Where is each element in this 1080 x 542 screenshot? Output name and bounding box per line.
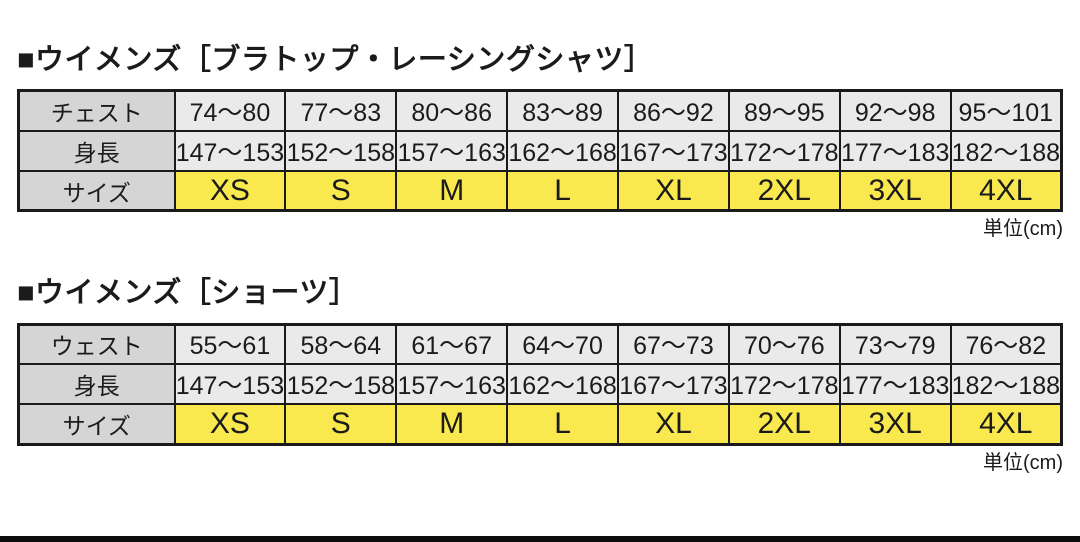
table-cell: 172～178 [727,363,841,406]
table-cell: 157～163 [395,129,509,172]
table-cell: 64～70 [506,323,619,366]
table-cell: 76～82 [949,323,1063,366]
table-cell: 152～158 [284,129,398,172]
section-title: ■ウイメンズ［ブラトップ・レーシングシャツ］ [17,44,654,76]
table-cell: 86～92 [617,89,730,132]
table-cell: 55～61 [173,323,287,366]
table-cell-size: 2XL [727,169,841,212]
table-row-waist: ウェスト 55～61 58～64 61～67 64～70 67～73 70～76… [17,323,1063,366]
size-table-shorts: ウェスト 55～61 58～64 61～67 64～70 67～73 70～76… [17,322,1063,446]
row-header-cell: ウェスト [17,323,176,366]
table-cell-size: S [284,169,398,212]
table-cell: 92～98 [838,89,952,132]
table-row-height: 身長 147～153 152～158 157～163 162～168 167～1… [17,129,1063,172]
table-cell: 177～183 [838,129,952,172]
unit-label: 単位(cm) [983,451,1063,474]
table-cell: 67～73 [617,323,730,366]
table-cell: 89～95 [727,89,841,132]
table-cell: 177～183 [838,363,952,406]
table-cell-size: XS [173,403,287,446]
table-cell: 80～86 [395,89,509,132]
table-cell-size: 3XL [838,403,952,446]
row-header-cell: サイズ [17,169,176,212]
table-cell: 70～76 [727,323,841,366]
table-cell: 167～173 [617,363,730,406]
table-cell: 83～89 [506,89,619,132]
table-cell: 182～188 [949,363,1063,406]
table-row-size: サイズ XS S M L XL 2XL 3XL 4XL [17,403,1063,446]
table-cell-size: L [506,403,619,446]
section-bratop-racing-shirts: ■ウイメンズ［ブラトップ・レーシングシャツ］ チェスト 74～80 77～83 … [17,44,1063,241]
table-cell: 167～173 [617,129,730,172]
section-title: ■ウイメンズ［ショーツ］ [17,277,359,310]
table-cell: 182～188 [949,129,1063,172]
table-cell: 157～163 [395,363,509,406]
table-cell: 162～168 [506,129,619,172]
table-cell-size: XS [173,169,287,212]
row-header-cell: チェスト [17,89,176,132]
unit-label: 単位(cm) [983,218,1063,241]
size-chart-page: ■ウイメンズ［ブラトップ・レーシングシャツ］ チェスト 74～80 77～83 … [17,44,1063,474]
table-cell: 172～178 [727,129,841,172]
section-shorts: ■ウイメンズ［ショーツ］ ウェスト 55～61 58～64 61～67 64～7… [17,277,1063,474]
table-cell-size: L [506,169,619,212]
size-table-bratop: チェスト 74～80 77～83 80～86 83～89 86～92 89～95… [17,89,1063,213]
table-cell-size: 4XL [949,403,1063,446]
table-cell-size: XL [617,403,730,446]
table-cell: 152～158 [284,363,398,406]
table-cell: 162～168 [506,363,619,406]
table-cell: 74～80 [173,89,287,132]
row-header-cell: サイズ [17,403,176,446]
table-cell: 95～101 [949,89,1063,132]
table-cell-size: M [395,169,509,212]
table-row-size: サイズ XS S M L XL 2XL 3XL 4XL [17,169,1063,212]
table-cell-size: XL [617,169,730,212]
table-cell: 147～153 [173,363,287,406]
table-cell-size: 4XL [949,169,1063,212]
table-cell-size: S [284,403,398,446]
table-row-height: 身長 147～153 152～158 157～163 162～168 167～1… [17,363,1063,406]
table-cell: 147～153 [173,129,287,172]
bottom-edge-bar [0,536,1080,542]
table-cell: 58～64 [284,323,398,366]
table-cell: 77～83 [284,89,398,132]
table-cell-size: 2XL [727,403,841,446]
table-cell: 73～79 [838,323,952,366]
table-cell: 61～67 [395,323,509,366]
table-cell-size: 3XL [838,169,952,212]
row-header-cell: 身長 [17,129,176,172]
table-cell-size: M [395,403,509,446]
table-row-chest: チェスト 74～80 77～83 80～86 83～89 86～92 89～95… [17,89,1063,132]
row-header-cell: 身長 [17,363,176,406]
